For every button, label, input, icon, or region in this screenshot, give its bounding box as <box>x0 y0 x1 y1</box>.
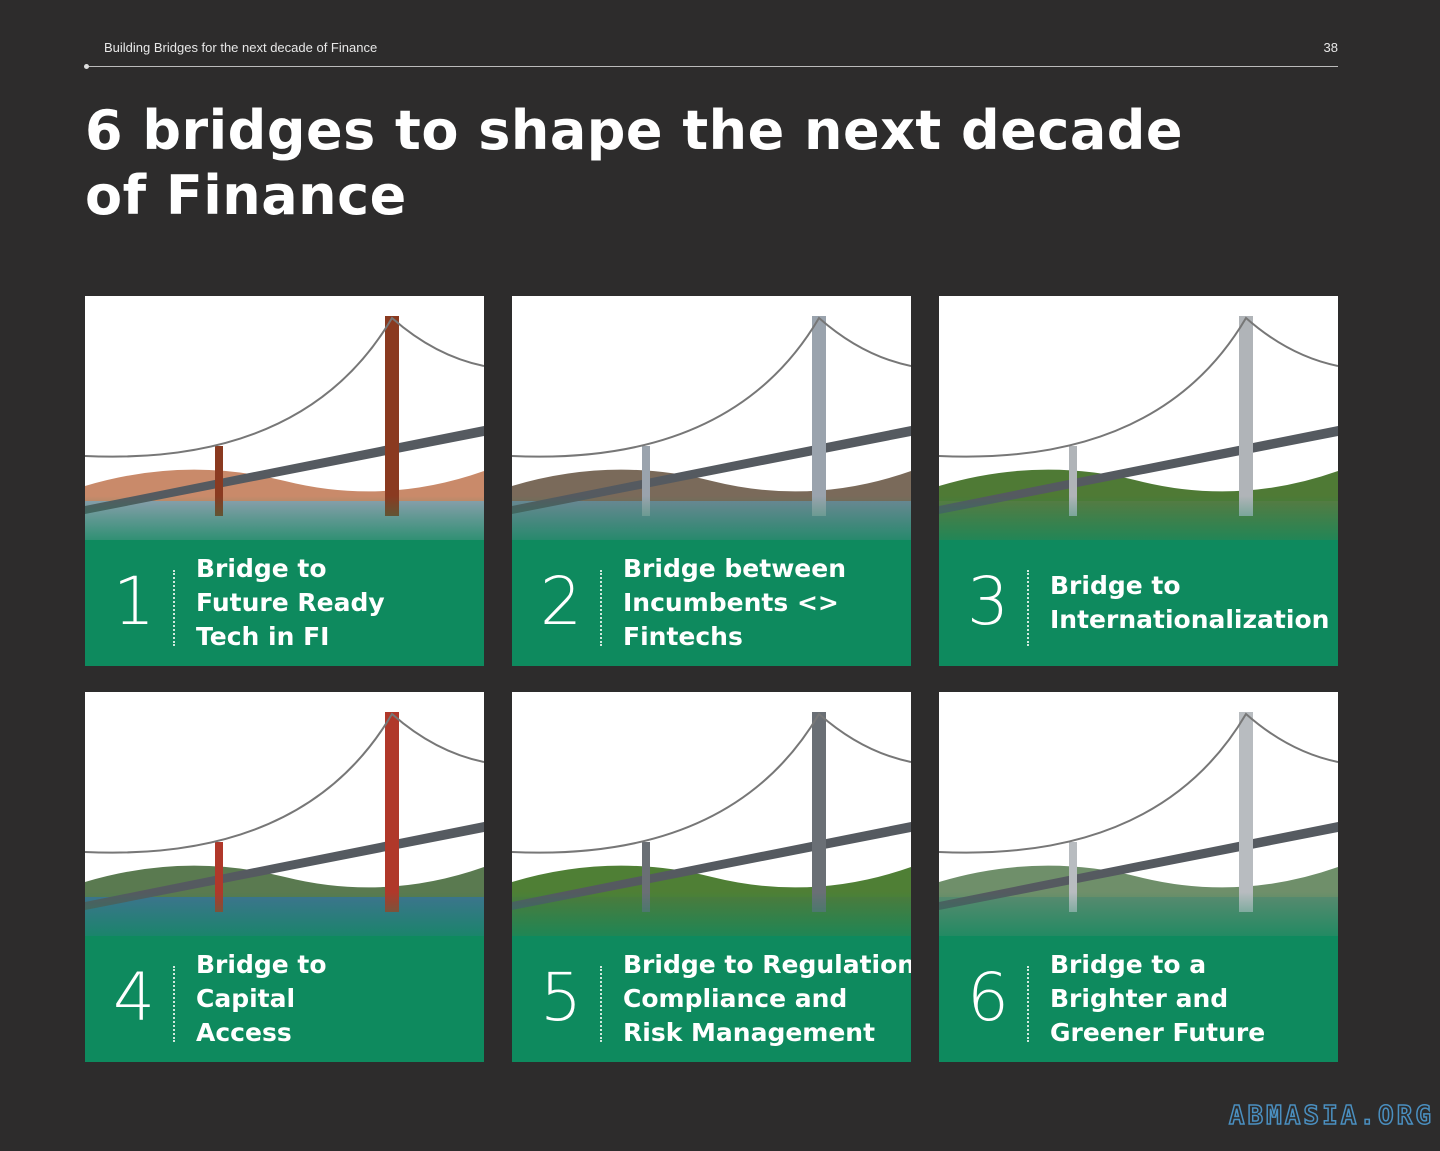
title-line: of Finance <box>85 164 407 227</box>
label-line: Internationalization <box>1050 605 1330 634</box>
bridge-tower <box>215 446 223 516</box>
card-number: 3 <box>967 563 1009 640</box>
bridge-tower <box>812 712 826 912</box>
card-band: 4 Bridge to Capital Access <box>85 936 484 1062</box>
card-photo <box>512 692 911 952</box>
card-number: 6 <box>967 959 1009 1036</box>
card-band: 6 Bridge to a Brighter and Greener Future <box>939 936 1338 1062</box>
label-line: Bridge to a <box>1050 950 1207 979</box>
label-line: Bridge to Regulation, <box>623 950 911 979</box>
card-number: 4 <box>113 959 155 1036</box>
bridge-cable <box>512 316 911 458</box>
label-line: Bridge to <box>196 950 327 979</box>
label-line: Future Ready <box>196 588 385 617</box>
watermark: ABMASIA.ORG <box>1228 1100 1434 1132</box>
card-photo <box>939 692 1338 952</box>
card-band: 2 Bridge between Incumbents <> Fintechs <box>512 540 911 666</box>
page-title: 6 bridges to shape the next decade of Fi… <box>85 98 1183 228</box>
card-label: Bridge to Capital Access <box>196 936 327 1062</box>
bridge-deck <box>85 426 484 514</box>
label-line: Incumbents <> <box>623 588 839 617</box>
card-band: 3 Bridge to Internationalization <box>939 540 1338 666</box>
card-photo <box>85 692 484 952</box>
card-number: 1 <box>113 563 155 640</box>
page-number: 38 <box>1323 40 1338 55</box>
header-rule <box>85 66 1338 67</box>
label-line: Bridge between <box>623 554 847 583</box>
label-line: Compliance and <box>623 984 848 1013</box>
bridge-deck <box>85 822 484 910</box>
card-number: 5 <box>540 959 582 1036</box>
bridge-tower <box>385 316 399 516</box>
label-line: Brighter and <box>1050 984 1229 1013</box>
card-band: 1 Bridge to Future Ready Tech in FI <box>85 540 484 666</box>
running-title: Building Bridges for the next decade of … <box>104 40 378 55</box>
card-number: 2 <box>540 563 582 640</box>
card: 6 Bridge to a Brighter and Greener Future <box>939 692 1338 1062</box>
title-line: 6 bridges to shape the next decade <box>85 99 1184 162</box>
bridge-cable <box>939 316 1338 458</box>
dotted-separator <box>173 570 175 646</box>
bridge-cable <box>85 316 484 458</box>
card-label: Bridge to Future Ready Tech in FI <box>196 540 385 666</box>
bridge-tower <box>1069 446 1077 516</box>
label-line: Tech in FI <box>196 622 330 651</box>
label-line: Bridge to <box>1050 571 1181 600</box>
bridge-tower <box>1069 842 1077 912</box>
bridge-deck <box>939 426 1338 514</box>
dotted-separator <box>1027 570 1029 646</box>
card-band: 5 Bridge to Regulation, Compliance and Risk… <box>512 936 911 1062</box>
bridge-deck <box>939 822 1338 910</box>
bridge-tower <box>642 842 650 912</box>
dotted-separator <box>600 966 602 1042</box>
bridge-tower <box>1239 712 1253 912</box>
bridge-tower <box>215 842 223 912</box>
label-line: Fintechs <box>623 622 743 651</box>
card-label: Bridge to Regulation, Compliance and Risk … <box>623 936 911 1062</box>
bridge-tower <box>642 446 650 516</box>
label-line: Greener Future <box>1050 1018 1266 1047</box>
dotted-separator <box>173 966 175 1042</box>
card: 4 Bridge to Capital Access <box>85 692 484 1062</box>
dotted-separator <box>600 570 602 646</box>
card-photo <box>512 296 911 556</box>
label-line: Bridge to <box>196 554 327 583</box>
bridge-cable <box>512 712 911 854</box>
card-photo <box>85 296 484 556</box>
bridge-cable <box>939 712 1338 854</box>
bridge-tower <box>1239 316 1253 516</box>
card-label: Bridge to Internationalization <box>1050 540 1329 666</box>
card: 3 Bridge to Internationalization <box>939 296 1338 666</box>
bridge-deck <box>512 426 911 514</box>
header-dot <box>84 64 89 69</box>
label-line: Risk Management <box>623 1018 876 1047</box>
card-label: Bridge between Incumbents <> Fintechs <box>623 540 846 666</box>
dotted-separator <box>1027 966 1029 1042</box>
card: 2 Bridge between Incumbents <> Fintechs <box>512 296 911 666</box>
card: 5 Bridge to Regulation, Compliance and Risk… <box>512 692 911 1062</box>
card-label: Bridge to a Brighter and Greener Future <box>1050 936 1265 1062</box>
label-line: Capital <box>196 984 296 1013</box>
card-photo <box>939 296 1338 556</box>
card: 1 Bridge to Future Ready Tech in FI <box>85 296 484 666</box>
bridge-tower <box>812 316 826 516</box>
label-line: Access <box>196 1018 292 1047</box>
bridge-deck <box>512 822 911 910</box>
bridge-cable <box>85 712 484 854</box>
bridge-tower <box>385 712 399 912</box>
